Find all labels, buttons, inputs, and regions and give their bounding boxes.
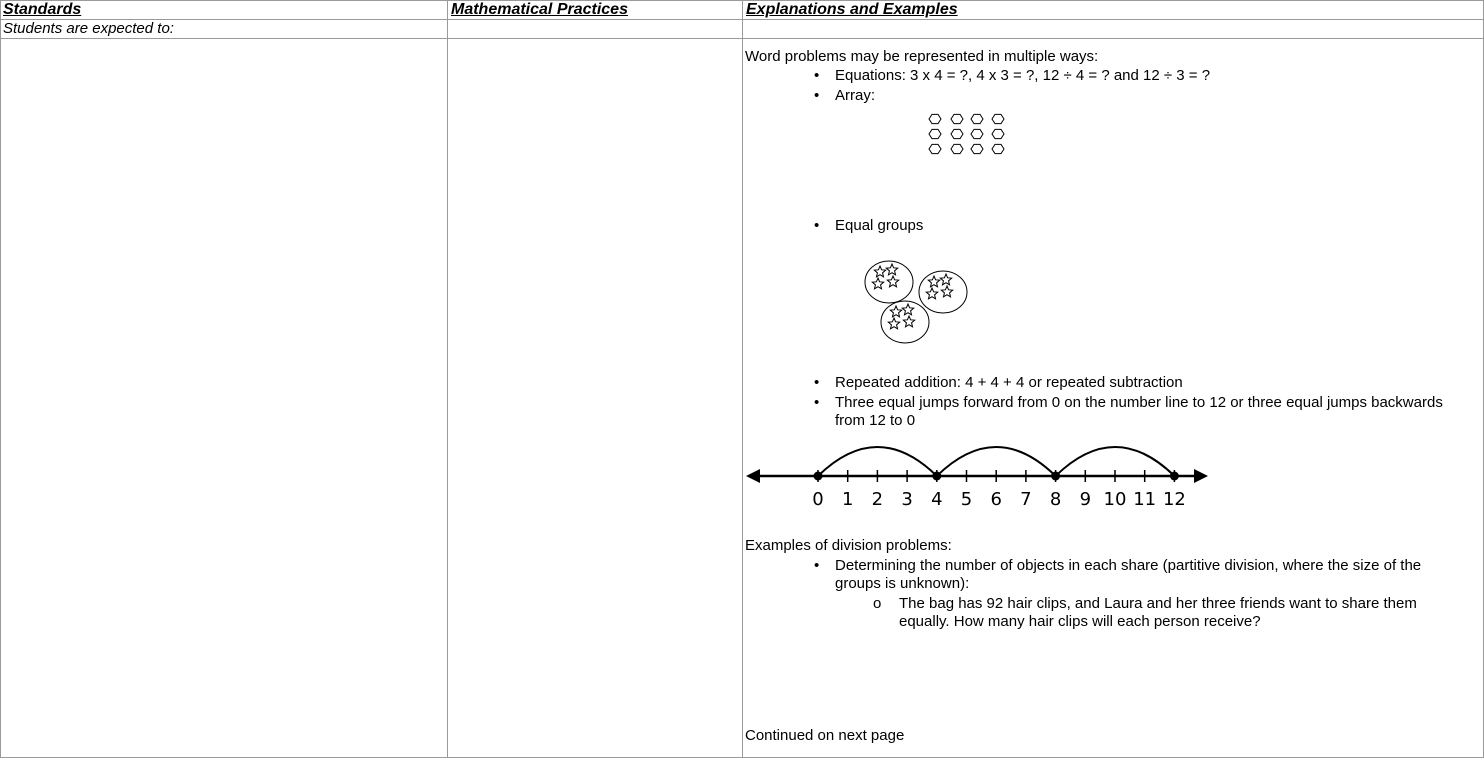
bullet: • xyxy=(814,87,820,104)
array-hexagon xyxy=(928,113,942,125)
star xyxy=(871,276,885,290)
number-line-label: 9 xyxy=(1079,489,1092,510)
array-hexagon xyxy=(970,143,984,155)
jump-arc xyxy=(936,446,1057,477)
star xyxy=(885,262,899,276)
bullet: • xyxy=(814,374,820,391)
bullet: • xyxy=(814,557,820,574)
number-line-label: 2 xyxy=(871,489,884,510)
number-line-label: 1 xyxy=(841,489,854,510)
star xyxy=(901,302,915,316)
list-item: Equations: 3 x 4 = ?, 4 x 3 = ?, 12 ÷ 4 … xyxy=(835,67,1211,84)
list-item: Equal groups xyxy=(835,217,924,234)
number-line-label: 5 xyxy=(960,489,973,510)
star xyxy=(887,316,901,330)
array-hexagon xyxy=(950,113,964,125)
arrow-head xyxy=(1194,469,1208,483)
array-hexagon xyxy=(970,128,984,140)
column-header: Standards xyxy=(3,1,82,18)
jump-arc xyxy=(1054,446,1176,477)
star xyxy=(925,286,939,300)
group-circle xyxy=(864,260,914,304)
number-line-label: 6 xyxy=(990,489,1002,510)
number-line-label: 3 xyxy=(901,489,913,510)
group-circle xyxy=(880,300,930,344)
intro-text: Students are expected to: xyxy=(3,20,174,37)
array-hexagon xyxy=(950,128,964,140)
lead-text: Examples of division problems: xyxy=(745,537,952,554)
array-hexagon xyxy=(991,128,1005,140)
star xyxy=(902,314,916,328)
array-hexagon xyxy=(928,143,942,155)
bullet: • xyxy=(814,67,820,84)
number-line-label: 4 xyxy=(931,489,943,510)
number-line-label: 0 xyxy=(812,489,824,510)
list-item: Array: xyxy=(835,87,876,104)
array-hexagon xyxy=(970,113,984,125)
footer-text: Continued on next page xyxy=(745,727,905,744)
star xyxy=(939,272,953,286)
array-hexagon xyxy=(991,143,1005,155)
array-hexagon xyxy=(950,143,964,155)
number-line-label: 7 xyxy=(1020,489,1032,510)
jump-arc xyxy=(817,446,938,477)
star xyxy=(889,304,903,318)
list-item: Determining the number of objects in eac… xyxy=(835,557,1422,592)
star xyxy=(940,284,954,298)
array-hexagon xyxy=(991,113,1005,125)
list-item: Repeated addition: 4 + 4 + 4 or repeated… xyxy=(835,374,1183,391)
lead-text: Word problems may be represented in mult… xyxy=(745,48,1099,65)
bullet: • xyxy=(814,394,820,411)
column-header: Mathematical Practices xyxy=(451,1,628,18)
array-hexagon xyxy=(928,128,942,140)
number-line-label: 12 xyxy=(1162,489,1186,510)
star xyxy=(927,274,941,288)
number-line-label: 10 xyxy=(1103,489,1127,510)
number-line-label: 8 xyxy=(1049,489,1062,510)
bullet: • xyxy=(814,217,820,234)
number-line-label: 11 xyxy=(1133,489,1157,510)
sub-bullet: o xyxy=(873,595,882,612)
arrow-head xyxy=(746,469,760,483)
sub-item: The bag has 92 hair clips, and Laura and… xyxy=(899,595,1417,630)
list-item: Three equal jumps forward from 0 on the … xyxy=(835,394,1443,429)
group-circle xyxy=(918,270,968,314)
column-header: Explanations and Examples xyxy=(746,1,958,18)
star xyxy=(886,274,900,288)
star xyxy=(873,264,887,278)
